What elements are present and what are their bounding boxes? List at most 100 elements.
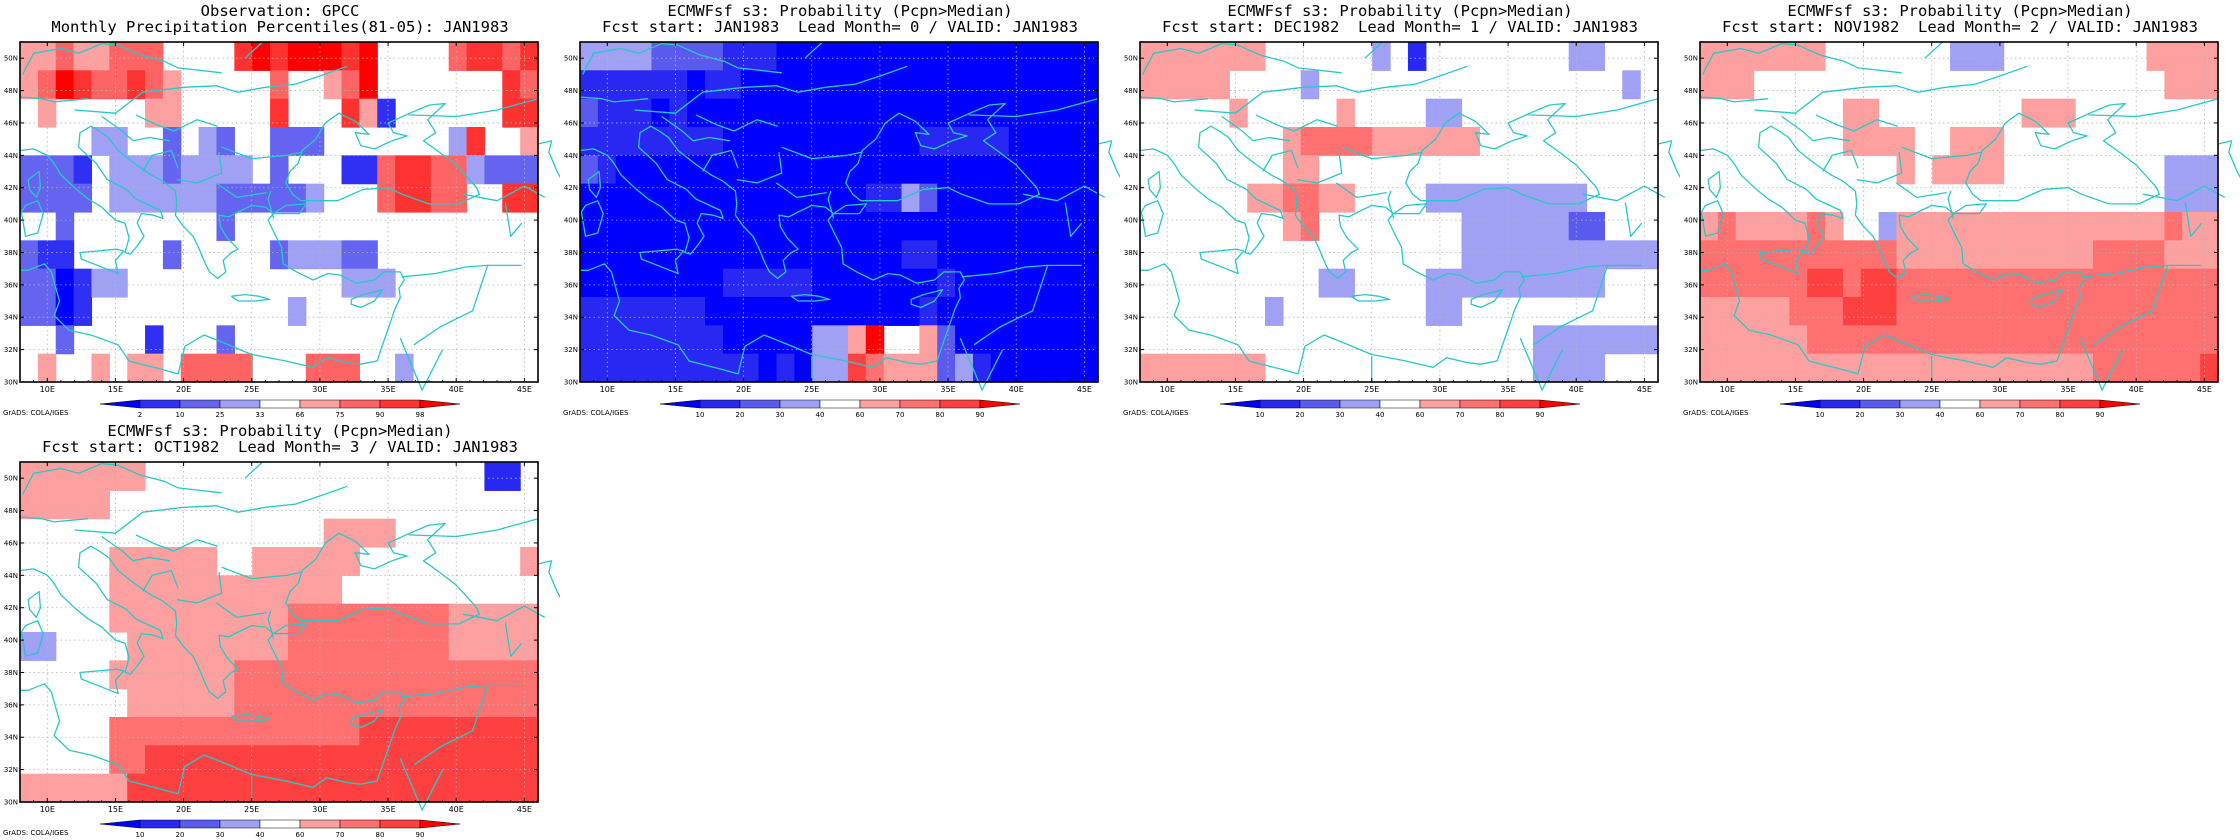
lon-label: 10E: [40, 805, 55, 814]
colorbar-label: 40: [1936, 411, 1945, 419]
grid-cell: [687, 297, 706, 326]
grid-cell: [37, 490, 57, 520]
grid-cell: [865, 155, 885, 185]
grid-cell: [305, 240, 325, 270]
coastline: [1965, 102, 2161, 205]
grid-cell: [758, 42, 778, 71]
grid-cell: [990, 297, 1010, 326]
grid-cell: [270, 183, 289, 213]
colorbar-swatch: [339, 819, 381, 829]
grid-cell: [341, 353, 360, 383]
grid-cell: [1914, 268, 1933, 298]
grid-cell: [776, 155, 795, 185]
grid-cell: [1080, 268, 1099, 298]
grid-cell: [1950, 268, 1969, 298]
grid-cell: [234, 773, 253, 803]
coastline: [579, 125, 966, 375]
grid-cell: [109, 155, 128, 185]
colorbar-label: 2: [138, 411, 142, 419]
grid-cell: [323, 632, 343, 661]
grid-cell: [323, 42, 343, 71]
grid-cell: [1080, 127, 1099, 156]
lon-label: 10E: [40, 385, 55, 394]
grid-cell: [359, 688, 378, 718]
grid-cell: [1443, 297, 1463, 326]
lon-label: 45E: [517, 385, 532, 394]
grid-cell: [1753, 212, 1773, 241]
grid-cell: [520, 42, 539, 71]
grid-cell: [990, 155, 1010, 185]
grid-cell: [287, 745, 307, 775]
coastline: [2081, 264, 2202, 278]
grid-cell: [162, 155, 182, 185]
lat-label: 46N: [1684, 119, 1698, 127]
grid-cell: [1842, 325, 1862, 355]
grid-cell: [180, 773, 200, 803]
grid-cell: [1700, 70, 1719, 100]
grid-cell: [2164, 183, 2183, 213]
grid-cell: [341, 268, 360, 298]
lat-label: 46N: [1124, 119, 1138, 127]
grid-cell: [270, 603, 289, 633]
grid-cell: [1479, 183, 1498, 213]
grid-cell: [1390, 127, 1409, 156]
grid-cell: [669, 70, 688, 100]
grid-cell: [1807, 212, 1826, 241]
colorbar-label: 30: [1896, 411, 1905, 419]
coastline: [1815, 114, 1898, 132]
grid-cell: [1860, 353, 1880, 383]
lat-label: 34N: [1124, 314, 1138, 322]
forecast-lead2-map-chart: 10E 15E 20E 25E 30E 35E 40E 45E 30N 32N 34N 36N 38N 4…: [1684, 41, 2240, 419]
grid-cell: [109, 42, 128, 71]
grid-cell: [502, 688, 521, 718]
grid-cell: [502, 462, 521, 491]
colorbar-label: 80: [376, 831, 385, 839]
lat-label: 40N: [564, 217, 578, 225]
coastline: [833, 203, 867, 215]
grid-cell: [20, 42, 39, 71]
grid-cell: [1717, 70, 1737, 100]
coastline: [1296, 152, 1343, 184]
grid-cell: [198, 353, 218, 383]
grid-cell: [865, 353, 885, 383]
grid-cell: [145, 98, 164, 128]
panel-title-line1: ECMWFsf s3: Probability (Pcpn>Median): [1787, 2, 2133, 20]
grid-cell: [448, 183, 468, 213]
grid-cell: [705, 325, 724, 355]
lon-label: 40E: [1569, 385, 1584, 394]
grid-cell: [430, 183, 450, 213]
lon-label: 20E: [176, 805, 191, 814]
grid-cell: [1026, 212, 1046, 241]
grid-cell: [1825, 212, 1844, 241]
lon-label: 45E: [2197, 385, 2212, 394]
grid-cell: [323, 717, 343, 746]
grid-cell: [1062, 297, 1081, 326]
colorbar-label: 10: [176, 411, 185, 419]
grid-cell: [1985, 240, 2005, 270]
grid-cell: [198, 688, 218, 718]
lat-label: 34N: [4, 734, 18, 742]
grid-cell: [1914, 297, 1933, 326]
grid-cell: [758, 155, 778, 185]
grid-cell: [2164, 297, 2183, 326]
coastline: [639, 248, 685, 275]
grid-cell: [20, 462, 39, 491]
grid-cell: [484, 632, 503, 661]
grid-cell: [901, 98, 920, 128]
coastline: [27, 590, 42, 619]
grid-cell: [1950, 127, 1969, 156]
grid-cell: [776, 212, 795, 241]
grid-cell: [127, 745, 146, 775]
grid-cell: [2182, 70, 2201, 100]
grid-cell: [847, 155, 867, 185]
colorbar-label: 90: [376, 411, 385, 419]
grid-cell: [1896, 127, 1915, 156]
grid-cell: [359, 660, 378, 690]
grid-cell: [615, 155, 635, 185]
grid-cell: [109, 462, 128, 491]
grid-cell: [1789, 297, 1808, 326]
coastline: [537, 560, 560, 598]
grid-cell: [127, 155, 146, 185]
grid-cell: [198, 183, 218, 213]
grid-cell: [91, 127, 110, 156]
